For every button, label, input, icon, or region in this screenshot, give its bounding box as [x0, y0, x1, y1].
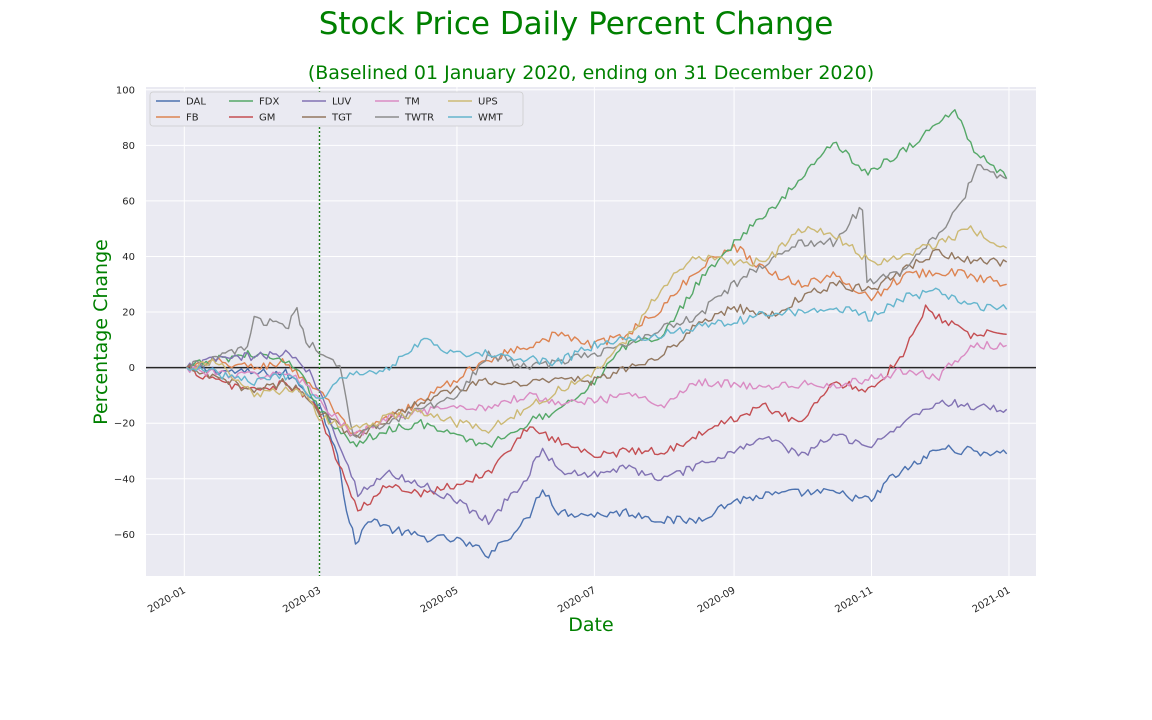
x-tick-label: 2020-03: [281, 585, 323, 615]
legend-label-tgt: TGT: [331, 113, 353, 124]
series-line-dal: [186, 363, 1008, 559]
series-line-twtr: [186, 164, 1007, 438]
x-tick-label: 2020-01: [146, 585, 188, 615]
series-line-tm: [186, 340, 1007, 436]
y-tick-label: 20: [122, 308, 135, 319]
x-tick-label: 2020-11: [833, 585, 875, 615]
legend-label-fb: FB: [186, 113, 199, 124]
plot-background: [146, 87, 1036, 576]
legend-label-tm: TM: [404, 97, 420, 108]
chart-subtitle: (Baselined 01 January 2020, ending on 31…: [307, 62, 875, 84]
y-tick-label: 80: [122, 141, 135, 152]
y-tick-label: 60: [122, 196, 135, 207]
x-tick-label: 2020-05: [419, 585, 461, 615]
y-tick-label: −20: [114, 419, 135, 430]
legend-label-ups: UPS: [478, 97, 498, 108]
y-tick-label: −60: [114, 530, 135, 541]
series-line-gm: [186, 304, 1007, 512]
x-tick-label: 2020-07: [556, 585, 598, 615]
series-line-fb: [186, 243, 1007, 434]
legend-label-fdx: FDX: [259, 97, 279, 108]
series-line-wmt: [186, 287, 1008, 400]
series-line-fdx: [186, 109, 1008, 448]
y-tick-label: 100: [116, 85, 135, 96]
x-tick-label: 2021-01: [971, 585, 1013, 615]
x-axis-label: Date: [568, 614, 614, 636]
series-lines: [186, 109, 1008, 559]
legend-label-wmt: WMT: [478, 113, 504, 124]
series-line-luv: [186, 349, 1008, 526]
chart-title: Stock Price Daily Percent Change: [318, 6, 834, 42]
legend-label-dal: DAL: [186, 97, 206, 108]
y-tick-label: −40: [114, 474, 135, 485]
series-line-ups: [186, 225, 1008, 434]
legend-label-luv: LUV: [332, 97, 351, 108]
y-tick-label: 0: [129, 363, 135, 374]
x-tick-label: 2020-09: [696, 585, 738, 615]
legend-label-gm: GM: [259, 113, 275, 124]
y-tick-label: 40: [122, 252, 135, 263]
legend: DAL FB FDX GM LUV TGT TM TWTR UPS WMT: [149, 91, 524, 127]
series-line-tgt: [186, 248, 1008, 439]
legend-label-twtr: TWTR: [404, 113, 434, 124]
